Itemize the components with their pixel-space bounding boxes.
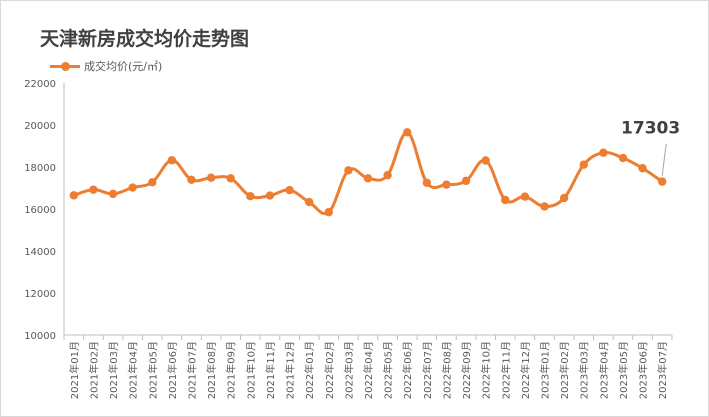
data-point [363, 174, 373, 183]
x-tick-label: 2022年01月 [303, 341, 316, 399]
y-tick-label: 22000 [24, 79, 56, 90]
data-point [461, 176, 471, 186]
x-tick-label: 2021年07月 [185, 341, 198, 399]
legend-swatch [50, 61, 80, 71]
x-tick-label: 2022年11月 [499, 341, 512, 399]
data-point [618, 153, 628, 163]
data-point [226, 174, 235, 183]
data-point [403, 128, 412, 137]
data-point [304, 197, 314, 207]
data-point [167, 156, 177, 165]
data-point [579, 160, 588, 169]
data-point [324, 207, 333, 217]
data-point [246, 191, 255, 201]
x-tick-label: 2022年03月 [342, 341, 355, 399]
x-tick-label: 2021年08月 [205, 341, 218, 399]
data-points [69, 128, 667, 217]
data-point [599, 148, 608, 157]
x-tick-label: 2021年06月 [166, 341, 179, 399]
y-tick-label: 16000 [24, 205, 56, 216]
data-point [344, 166, 353, 175]
data-point [559, 193, 569, 203]
annotations: 17303 [621, 119, 680, 176]
x-tick-label: 2022年06月 [401, 341, 414, 399]
y-axis-ticks: 10000 12000 14000 16000 18000 20000 22000 [24, 79, 56, 342]
annotation-label: 17303 [621, 119, 680, 139]
x-tick-label: 2022年04月 [362, 341, 375, 399]
x-tick-label: 2021年10月 [244, 341, 257, 399]
axes [63, 83, 672, 336]
annotation-leader [661, 143, 667, 176]
legend: 成交均价(元/㎡) [50, 57, 162, 75]
x-tick-label: 2021年09月 [225, 341, 238, 399]
data-point [148, 178, 157, 187]
data-point [206, 173, 216, 182]
data-point [285, 185, 294, 195]
x-tick-label: 2023年07月 [656, 341, 669, 399]
data-point [481, 156, 490, 165]
x-tick-label: 2021年12月 [284, 341, 297, 399]
y-tick-label: 12000 [24, 289, 56, 300]
data-point [520, 192, 530, 201]
y-tick-label: 10000 [24, 331, 56, 342]
y-tick-label: 20000 [24, 121, 56, 132]
data-point [540, 202, 549, 211]
data-point [128, 183, 137, 192]
data-point [265, 191, 275, 200]
x-tick-label: 2023年01月 [539, 341, 552, 399]
y-tick-label: 14000 [24, 247, 56, 258]
chart-title: 天津新房成交均价走势图 [40, 28, 250, 50]
x-tick-label: 2023年06月 [637, 341, 650, 399]
data-point [383, 170, 392, 180]
x-tick-label: 2023年05月 [617, 341, 630, 399]
x-tick-label: 2022年08月 [440, 341, 453, 399]
x-tick-label: 2022年07月 [421, 341, 434, 399]
x-tick-label: 2022年12月 [519, 341, 532, 399]
x-axis-ticks: 2021年01月 2021年02月 2021年03月 2021年04月 2021年05月… [63, 335, 673, 399]
x-tick-label: 2021年05月 [146, 341, 159, 399]
x-tick-label: 2022年10月 [480, 341, 493, 399]
data-point [657, 177, 667, 186]
data-point [108, 189, 118, 199]
x-tick-label: 2023年02月 [558, 341, 571, 399]
x-tick-label: 2022年09月 [460, 341, 473, 399]
x-tick-label: 2022年05月 [382, 341, 395, 399]
series-line [72, 130, 664, 216]
data-point [442, 180, 451, 189]
x-tick-label: 2021年03月 [107, 341, 120, 399]
data-point [638, 164, 647, 173]
y-tick-label: 18000 [24, 163, 56, 174]
x-tick-label: 2021年02月 [87, 341, 100, 399]
x-tick-label: 2021年11月 [264, 341, 277, 399]
data-point [501, 195, 510, 205]
x-tick-label: 2021年04月 [127, 341, 140, 399]
data-point [89, 185, 98, 194]
x-tick-label: 2023年04月 [597, 341, 610, 399]
legend-label: 成交均价(元/㎡) [84, 60, 163, 73]
x-tick-label: 2021年01月 [68, 341, 81, 399]
data-point [422, 178, 432, 187]
x-tick-label: 2022年02月 [323, 341, 336, 399]
data-point [69, 191, 79, 200]
x-tick-label: 2023年03月 [578, 341, 591, 399]
data-point [187, 175, 196, 185]
